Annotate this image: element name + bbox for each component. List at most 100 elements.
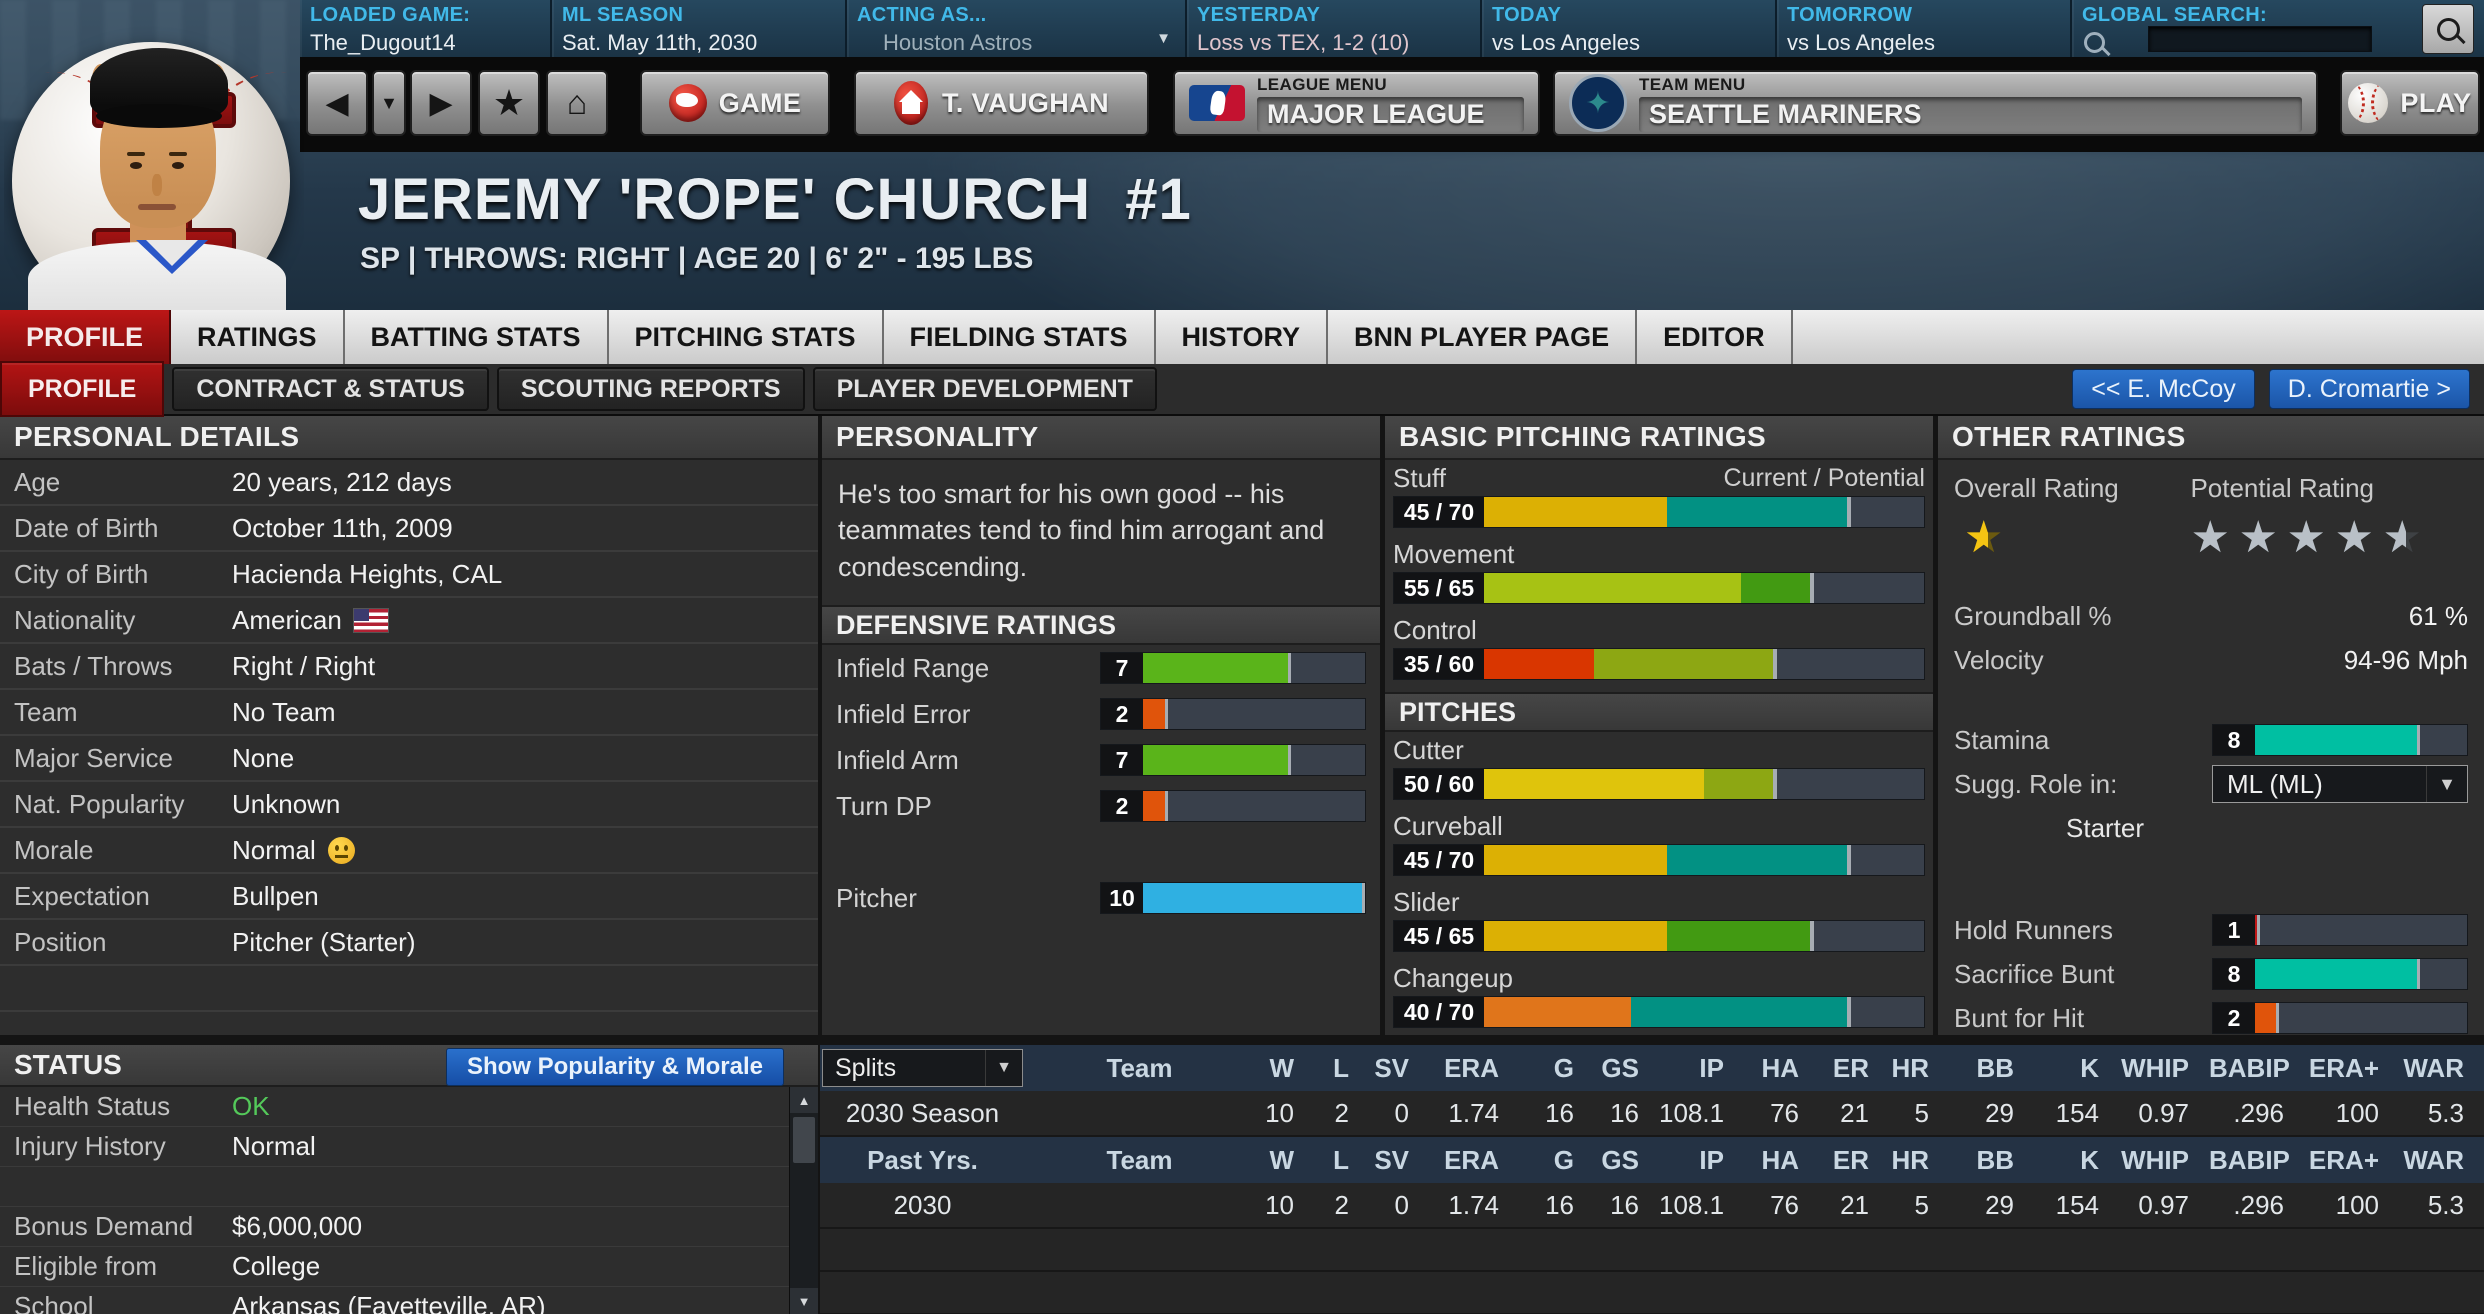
chevron-down-icon[interactable]: ▼ bbox=[985, 1050, 1022, 1086]
stats-col-header-era: ERA bbox=[1444, 1144, 1499, 1175]
field-row: Bats / Throws Right / Right bbox=[0, 644, 818, 690]
rating-label: Changeup bbox=[1393, 962, 1513, 993]
rating-value: 40 / 70 bbox=[1394, 997, 1484, 1027]
league-menu-button[interactable]: LEAGUE MENU MAJOR LEAGUE bbox=[1173, 70, 1540, 136]
field-label: Date of Birth bbox=[14, 512, 159, 543]
chevron-down-icon[interactable]: ▼ bbox=[1156, 30, 1171, 47]
rating-fill-cap bbox=[1287, 745, 1291, 776]
subtab-scouting-reports[interactable]: SCOUTING REPORTS bbox=[496, 367, 805, 411]
star-fill: ★ bbox=[2190, 516, 2230, 560]
manager-menu-button[interactable]: T. VAUGHAN bbox=[854, 70, 1149, 136]
star-fill: ★ bbox=[2286, 516, 2326, 560]
global-search-input[interactable] bbox=[2148, 26, 2372, 52]
stats-empty-row bbox=[820, 1272, 2484, 1314]
back-button[interactable]: ◀ bbox=[306, 70, 368, 136]
stats-col-header-war: WAR bbox=[2403, 1052, 2464, 1083]
rating-track bbox=[1484, 845, 1924, 875]
field-value: No Team bbox=[232, 696, 336, 727]
acting-as-value[interactable]: Houston Astros bbox=[883, 30, 1033, 55]
subtab-profile[interactable]: PROFILE bbox=[0, 361, 165, 417]
scroll-down-icon[interactable]: ▼ bbox=[790, 1288, 818, 1314]
show-popularity-morale-button[interactable]: Show Popularity & Morale bbox=[445, 1048, 784, 1086]
league-menu-label: LEAGUE MENU bbox=[1257, 74, 1388, 94]
rating-bar-10: 7 bbox=[1100, 744, 1366, 777]
rating-label: Stuff bbox=[1393, 462, 1447, 493]
rating-label: Control bbox=[1393, 614, 1477, 645]
acting-as-section[interactable]: ACTING AS... Houston Astros ▼ bbox=[845, 0, 1185, 57]
chevron-down-icon[interactable]: ▼ bbox=[2426, 766, 2467, 802]
current-fill bbox=[1484, 497, 1668, 527]
pitch-rating-bar-row: 45 / 70 bbox=[1385, 496, 1933, 536]
rating-bar-20-80: 50 / 60 bbox=[1393, 768, 1925, 800]
stats-cell: 0 bbox=[1394, 1097, 1409, 1128]
tab-editor[interactable]: EDITOR bbox=[1637, 310, 1793, 364]
scrollbar-thumb[interactable] bbox=[793, 1117, 815, 1163]
search-button[interactable] bbox=[2422, 4, 2474, 54]
tab-bnn-player-page[interactable]: BNN PLAYER PAGE bbox=[1328, 310, 1638, 364]
stats-cell: 5.3 bbox=[2427, 1189, 2464, 1220]
yesterday-label: YESTERDAY bbox=[1197, 4, 1321, 26]
status-panel: STATUS Show Popularity & Morale Health S… bbox=[0, 1045, 818, 1314]
bookmark-star-button[interactable]: ★ bbox=[478, 70, 540, 136]
field-label: Team bbox=[14, 696, 78, 727]
tab-pitching-stats[interactable]: PITCHING STATS bbox=[609, 310, 884, 364]
rating-value: 7 bbox=[1101, 653, 1143, 684]
tab-batting-stats[interactable]: BATTING STATS bbox=[345, 310, 609, 364]
prev-player-button[interactable]: << E. McCoy bbox=[2072, 369, 2255, 409]
rating-label: Curveball bbox=[1393, 810, 1503, 841]
personal-details-panel: PERSONAL DETAILS Age 20 years, 212 days Da… bbox=[0, 416, 818, 1035]
field-row bbox=[0, 966, 818, 1012]
history-dropdown-button[interactable]: ▼ bbox=[372, 70, 406, 136]
subtab-contract-status[interactable]: CONTRACT & STATUS bbox=[172, 367, 489, 411]
rating-label: Slider bbox=[1393, 886, 1460, 917]
sugg-role-value: ML (ML) bbox=[2227, 768, 2323, 799]
stats-header-row: Splits ▼ Team W L SV ERA G GS IP HA ER HR BB K WHIP BABI… bbox=[820, 1045, 2484, 1091]
stats-col-header-hr: HR bbox=[1891, 1144, 1929, 1175]
rating-fill bbox=[2255, 1003, 2279, 1033]
potential-fill bbox=[1740, 573, 1814, 603]
splits-dropdown[interactable]: Splits ▼ bbox=[822, 1049, 1023, 1087]
game-menu-button[interactable]: GAME bbox=[640, 70, 830, 136]
pitch-rating-label-row: Control bbox=[1385, 612, 1933, 648]
stats-col-header-sv: SV bbox=[1374, 1052, 1409, 1083]
field-label: Nat. Popularity bbox=[14, 788, 185, 819]
player-name-title: JEREMY 'ROPE' CHURCH #1 bbox=[358, 167, 1192, 232]
field-row: Eligible from College bbox=[0, 1247, 818, 1287]
field-value: American bbox=[232, 604, 342, 635]
team-menu-button[interactable]: ✦ TEAM MENU SEATTLE MARINERS bbox=[1553, 70, 2318, 136]
tab-history[interactable]: HISTORY bbox=[1156, 310, 1329, 364]
subtab-player-development[interactable]: PLAYER DEVELOPMENT bbox=[812, 367, 1157, 411]
rating-bar-20-80: 45 / 70 bbox=[1393, 496, 1925, 528]
search-icon bbox=[2436, 17, 2460, 41]
past-years-label: Past Yrs. bbox=[867, 1144, 978, 1175]
home-button[interactable]: ⌂ bbox=[546, 70, 608, 136]
loaded-game-label: LOADED GAME: bbox=[310, 4, 471, 26]
stats-cell: 5 bbox=[1914, 1097, 1929, 1128]
field-row: Team No Team bbox=[0, 690, 818, 736]
play-button[interactable]: PLAY bbox=[2340, 70, 2480, 136]
stats-col-header-team: Team bbox=[1106, 1144, 1173, 1175]
pitch-rating-label-row: Stuff Current / Potential bbox=[1385, 460, 1933, 496]
stats-cell: .296 bbox=[2233, 1097, 2284, 1128]
rating-bar-20-80: 55 / 65 bbox=[1393, 572, 1925, 604]
status-scrollbar[interactable]: ▲ ▼ bbox=[789, 1087, 818, 1314]
sugg-role-dropdown[interactable]: ML (ML) ▼ bbox=[2212, 765, 2468, 803]
pitch-rating-label-row: Slider bbox=[1385, 884, 1933, 920]
rating-bar-20-80: 40 / 70 bbox=[1393, 996, 1925, 1028]
rating-fill bbox=[1143, 791, 1168, 822]
next-player-button[interactable]: D. Cromartie > bbox=[2268, 369, 2470, 409]
rating-fill bbox=[1143, 699, 1168, 730]
rating-track bbox=[1484, 649, 1924, 679]
overall-star-rating: ★ ★ bbox=[1954, 516, 2190, 560]
tab-profile[interactable]: PROFILE bbox=[0, 310, 172, 364]
rating-bar-10: 8 bbox=[2212, 958, 2468, 990]
defensive-rating-row: Turn DP 2 bbox=[822, 783, 1380, 829]
tab-fielding-stats[interactable]: FIELDING STATS bbox=[884, 310, 1156, 364]
scroll-up-icon[interactable]: ▲ bbox=[790, 1087, 818, 1113]
star-icon: ★ ★ bbox=[2238, 516, 2286, 560]
pitch-rating-bar-row: 45 / 70 bbox=[1385, 844, 1933, 884]
rating-fill bbox=[1143, 745, 1291, 776]
player-subtitle: SP | THROWS: RIGHT | AGE 20 | 6' 2" - 19… bbox=[360, 242, 1034, 275]
forward-button[interactable]: ▶ bbox=[410, 70, 472, 136]
tab-ratings[interactable]: RATINGS bbox=[171, 310, 345, 364]
